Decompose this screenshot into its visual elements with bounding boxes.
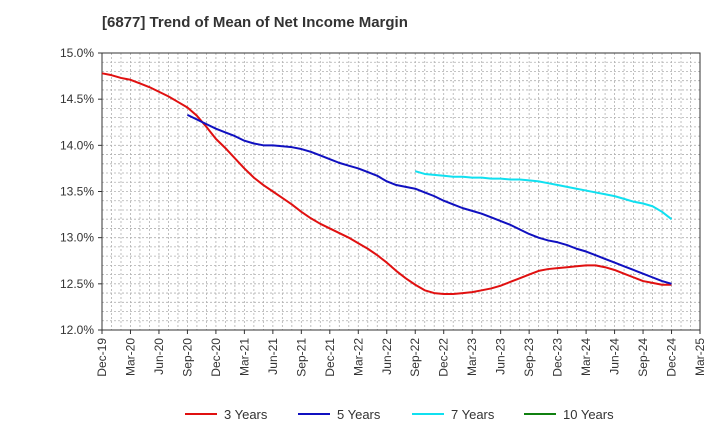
x-tick-label: Mar-22 [351, 338, 365, 376]
series-line-3-years [101, 72, 672, 295]
x-tick-label: Sep-24 [636, 338, 650, 377]
x-tick-label: Mar-20 [123, 338, 137, 376]
series-line-7-years [414, 170, 673, 220]
x-tick-label: Dec-19 [95, 338, 109, 377]
legend-label-3-years: 3 Years [224, 407, 268, 422]
x-tick-label: Jun-23 [494, 338, 508, 375]
x-tick-label: Jun-21 [266, 338, 280, 375]
y-tick-label: 12.5% [60, 277, 94, 291]
x-tick-label: Sep-23 [522, 338, 536, 377]
x-tick-label: Dec-20 [209, 338, 223, 377]
x-tick-label: Jun-22 [380, 338, 394, 375]
y-tick-label: 13.0% [60, 231, 94, 245]
x-tick-label: Jun-24 [608, 338, 622, 375]
x-tick-label: Dec-22 [437, 338, 451, 377]
x-tick-label: Mar-23 [465, 338, 479, 376]
legend-label-10-years: 10 Years [563, 407, 614, 422]
series-line-5-years [186, 113, 672, 285]
plot-area [102, 53, 700, 330]
y-tick-label: 15.0% [60, 46, 94, 60]
x-tick-label: Dec-24 [665, 338, 679, 377]
x-tick-label: Sep-22 [408, 338, 422, 377]
y-tick-label: 12.0% [60, 323, 94, 337]
y-tick-label: 13.5% [60, 185, 94, 199]
x-tick-label: Sep-20 [180, 338, 194, 377]
y-tick-label: 14.0% [60, 138, 94, 152]
x-tick-label: Dec-21 [323, 338, 337, 377]
x-tick-label: Jun-20 [152, 338, 166, 375]
x-tick-label: Mar-25 [693, 338, 707, 376]
legend-label-7-years: 7 Years [451, 407, 495, 422]
legend-label-5-years: 5 Years [337, 407, 381, 422]
x-tick-label: Sep-21 [294, 338, 308, 377]
x-tick-label: Mar-21 [237, 338, 251, 376]
x-tick-label: Mar-24 [579, 338, 593, 376]
x-tick-label: Dec-23 [551, 338, 565, 377]
y-tick-label: 14.5% [60, 92, 94, 106]
chart-title: [6877] Trend of Mean of Net Income Margi… [102, 14, 408, 31]
